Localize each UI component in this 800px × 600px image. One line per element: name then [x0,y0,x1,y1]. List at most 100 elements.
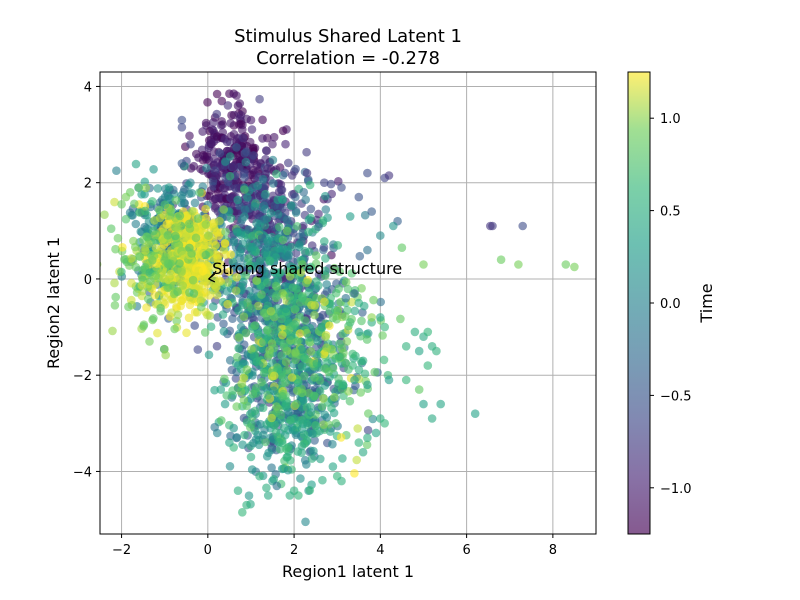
data-point [283,452,292,462]
data-point [112,166,121,175]
data-point [252,276,262,285]
data-point [208,302,218,311]
data-point [298,260,307,269]
data-point [432,346,441,356]
data-point [376,313,385,322]
x-tick-label: 4 [376,543,384,558]
data-point [354,438,364,447]
y-tick-label: −2 [73,369,92,384]
data-point [225,438,234,447]
data-point [363,380,372,390]
data-point [240,430,249,440]
data-point [314,281,323,291]
data-point [196,302,206,312]
x-tick-label: 0 [204,543,212,558]
data-point [210,385,219,395]
data-point [496,255,506,264]
data-point [350,306,360,316]
data-point [273,209,283,219]
data-point [292,386,302,396]
data-point [355,251,365,261]
chart-title-line2: Correlation = -0.278 [256,48,440,69]
data-point [268,139,277,149]
data-point [299,187,309,197]
data-point [200,152,210,162]
data-point [330,393,339,402]
data-point [310,391,319,401]
data-point [282,226,292,236]
data-point [248,242,257,252]
data-point [250,202,260,211]
data-point [190,198,200,208]
data-point [240,185,249,194]
data-point [272,291,281,300]
data-point [247,125,257,134]
data-point [320,237,329,246]
data-point [278,170,288,180]
data-point [185,131,194,141]
data-point [300,371,309,381]
data-point [215,216,224,226]
data-point [298,419,308,429]
data-point [291,208,301,217]
data-point [210,280,220,289]
data-point [314,209,323,219]
data-point [117,200,126,209]
data-point [257,377,266,387]
data-point [254,226,264,236]
data-point [219,205,228,214]
data-point [143,232,152,242]
data-point [291,348,300,357]
data-point [279,339,289,349]
data-point [225,152,235,161]
data-point [254,440,264,450]
data-point [251,383,261,393]
data-point [185,300,195,310]
data-point [278,126,288,136]
data-point [243,193,252,202]
data-point [229,89,238,98]
data-point [338,454,347,463]
data-point [258,134,267,143]
data-point [570,262,579,272]
colorbar-tick-label: −0.5 [660,389,692,404]
data-point [311,421,321,431]
data-point [423,327,433,337]
annotation: Strong shared structure [207,259,402,283]
data-point [184,219,194,229]
data-point [218,120,227,129]
data-point [240,173,249,182]
data-point [322,280,332,289]
data-point [151,271,161,281]
data-point [305,486,315,495]
colorbar-tick-label: 0.0 [660,297,681,312]
data-point [285,272,295,281]
data-point [285,491,295,500]
data-point [278,373,287,382]
data-point [354,192,364,202]
data-point [259,337,268,347]
data-point [334,352,344,362]
data-point [319,394,328,403]
data-point [258,265,267,275]
data-point [285,292,295,301]
data-point [305,247,314,257]
data-point [222,391,231,400]
data-point [307,300,316,310]
data-point [229,162,238,171]
data-point [284,250,294,260]
data-point [246,452,256,462]
data-point [305,180,315,190]
data-point [247,345,256,354]
data-point [223,278,233,287]
data-point [175,259,184,268]
data-point [292,222,302,231]
data-point [410,327,420,337]
data-point [314,326,324,336]
data-point [187,188,196,198]
data-point [277,351,286,360]
data-point [263,491,273,500]
annotation-arrowhead [207,273,216,283]
data-point [177,115,187,125]
